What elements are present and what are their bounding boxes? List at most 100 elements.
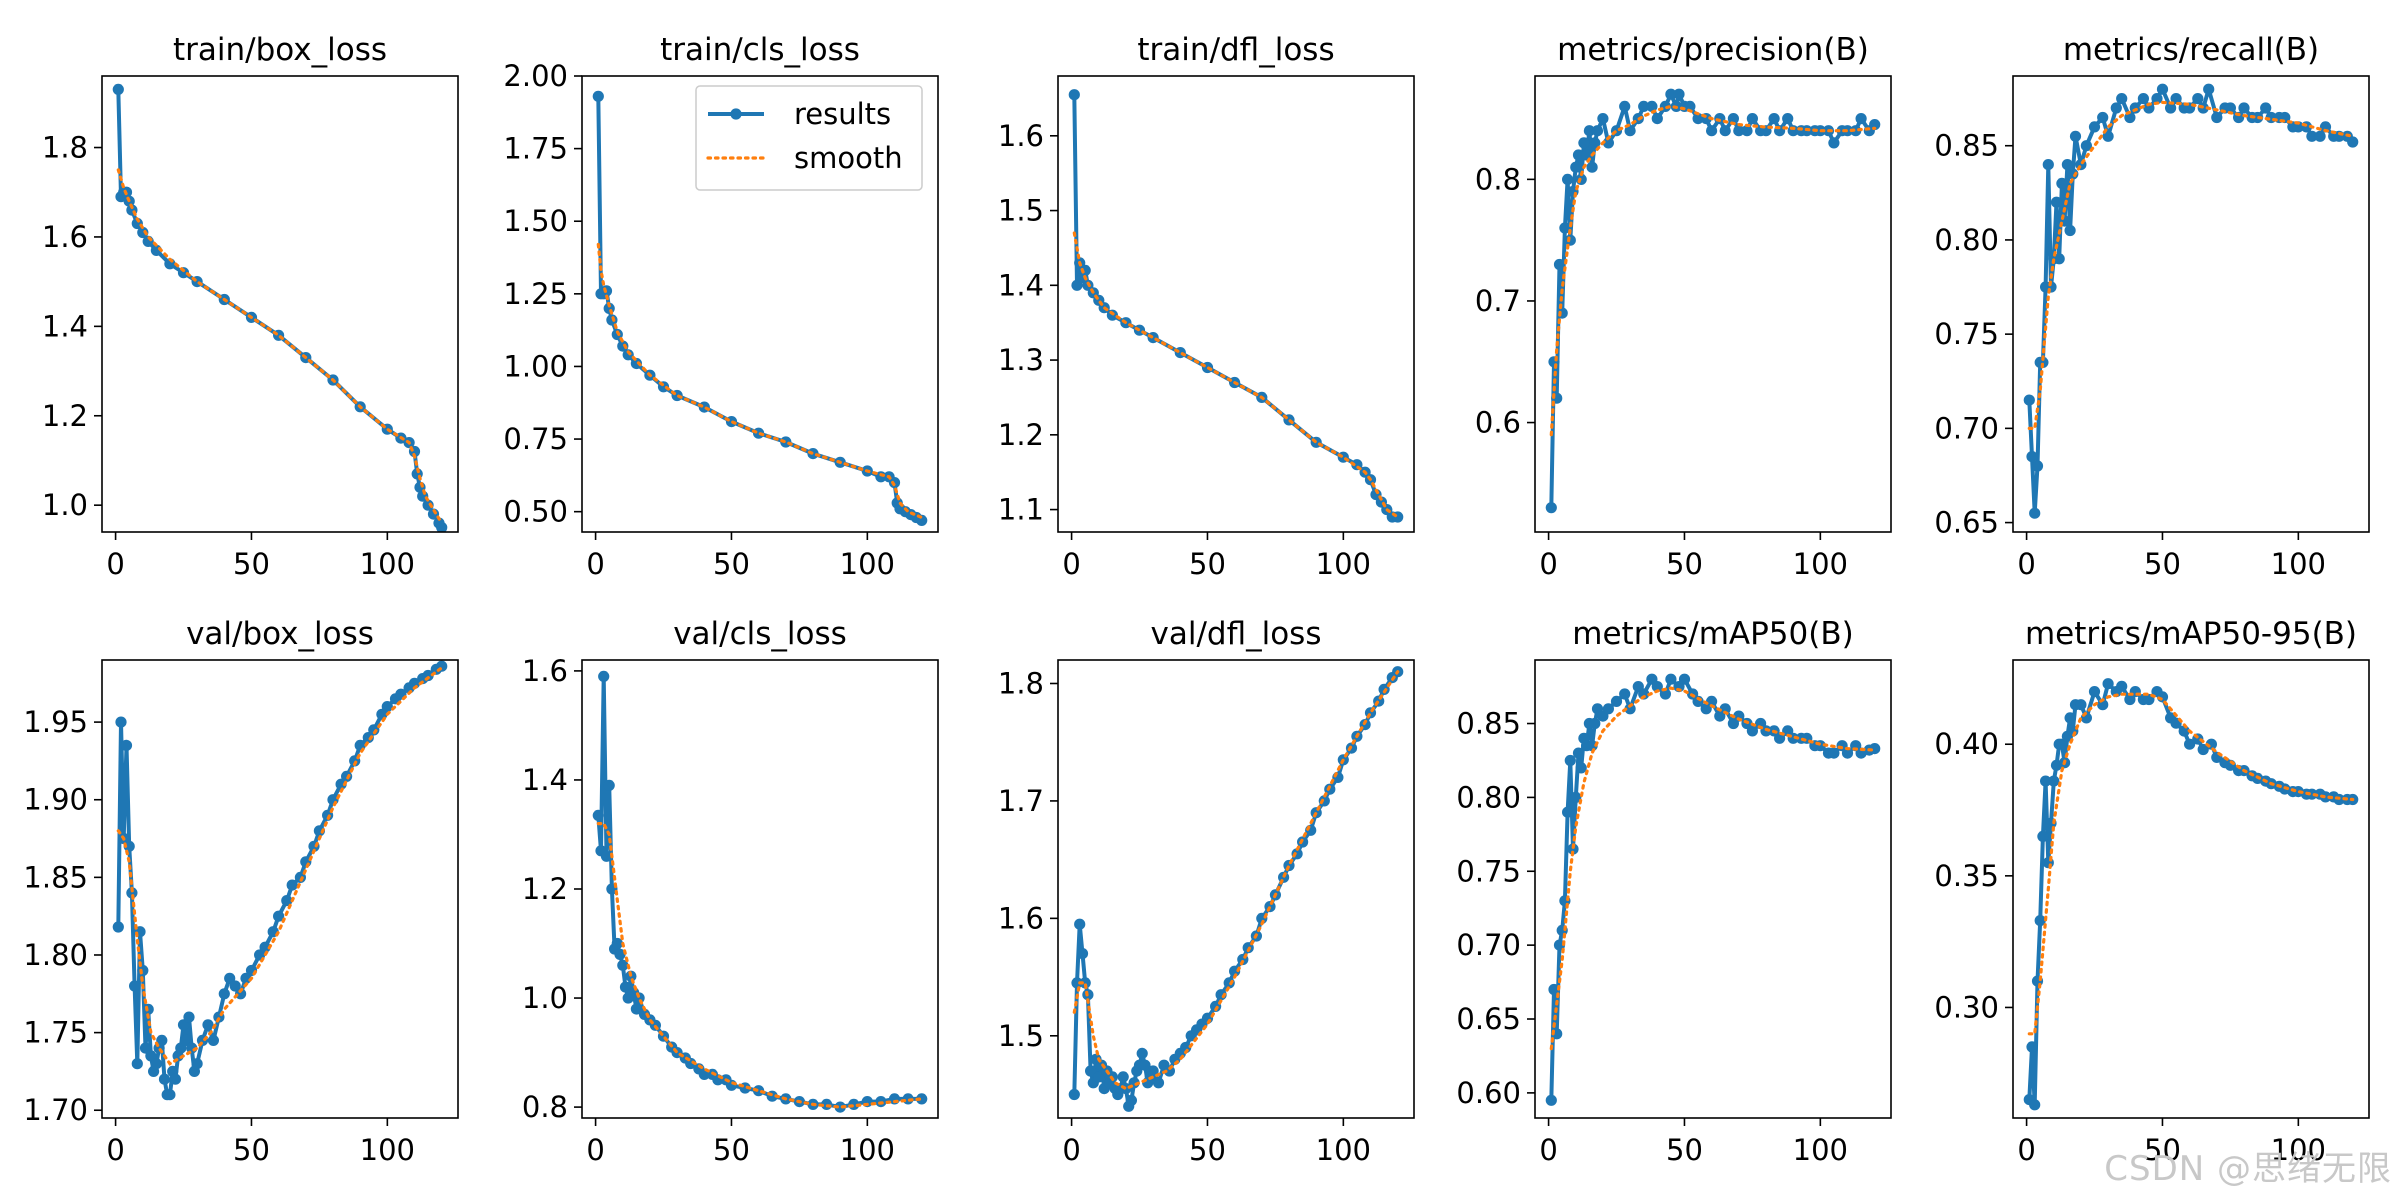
- results-data-point: [1610, 695, 1623, 708]
- results-data-point: [1147, 1065, 1159, 1077]
- results-series-line: [1072, 94, 1398, 519]
- results-data-point: [1572, 149, 1585, 161]
- panel-title: train/box_loss: [173, 32, 387, 68]
- x-tick-label: 100: [360, 1133, 415, 1167]
- results-data-point: [2314, 130, 2326, 142]
- panel-metrics-precision-b: metrics/precision(B) 0 50 100 0.6 0.7 0.8: [1475, 32, 1892, 581]
- results-data-point: [2184, 738, 2196, 750]
- y-tick-label: 1.1: [998, 493, 1044, 527]
- results-data-point: [1619, 688, 1631, 700]
- results-data-point: [1841, 747, 1854, 759]
- results-data-point: [2061, 159, 2073, 171]
- results-data-point: [207, 1034, 219, 1046]
- y-tick-label: 0.80: [1456, 780, 1521, 814]
- results-data-point: [2124, 693, 2136, 706]
- results-data-point: [294, 871, 306, 884]
- results-data-point: [368, 724, 380, 736]
- results-data-point: [1602, 137, 1614, 149]
- results-data-point: [2211, 111, 2223, 124]
- results-data-point: [1638, 100, 1650, 112]
- results-data-point: [137, 226, 149, 239]
- results-data-point: [1850, 125, 1862, 137]
- y-tick-label: 1.0: [522, 981, 568, 1015]
- results-data-point: [2042, 159, 2054, 171]
- results-data-point: [1741, 125, 1753, 137]
- x-tick-label: 50: [2144, 1133, 2181, 1167]
- plot-area: [112, 660, 448, 1101]
- results-data-point: [381, 701, 393, 713]
- results-data-point: [1733, 125, 1745, 137]
- results-data-point: [606, 314, 618, 326]
- results-data-point: [1706, 125, 1718, 137]
- x-tick-label: 0: [586, 547, 604, 581]
- results-data-point: [281, 895, 293, 907]
- panel-title: metrics/mAP50(B): [1572, 616, 1853, 652]
- results-data-point: [115, 716, 127, 728]
- results-data-point: [1855, 113, 1867, 125]
- x-tick-label: 100: [840, 547, 895, 581]
- axes-frame: [581, 659, 939, 1119]
- plot-area: [592, 670, 928, 1113]
- results-data-point: [2064, 224, 2076, 237]
- results-data-point: [1125, 1094, 1137, 1106]
- results-data-point: [1746, 725, 1758, 737]
- axes-frame: [2012, 75, 2370, 533]
- y-tick-label: 1.90: [23, 783, 88, 817]
- results-data-point: [1828, 747, 1840, 759]
- results-data-point: [164, 1089, 176, 1101]
- results-series-line: [1072, 670, 1400, 1109]
- results-data-point: [183, 1011, 195, 1023]
- results-data-point: [2031, 460, 2044, 472]
- results-data-point: [112, 83, 124, 95]
- results-data-point: [1619, 100, 1631, 112]
- x-tick-label: 0: [1539, 547, 1557, 581]
- x-tick-label: 0: [586, 1133, 604, 1167]
- results-data-point: [2064, 712, 2076, 724]
- results-data-point: [1575, 762, 1587, 774]
- legend: results smooth: [695, 85, 923, 191]
- y-tick-label: 1.25: [503, 277, 568, 311]
- results-data-point: [1562, 173, 1574, 185]
- y-tick-label: 1.80: [23, 938, 88, 972]
- results-data-point: [1283, 859, 1295, 872]
- results-data-point: [2037, 830, 2049, 843]
- results-data-point: [1706, 695, 1718, 708]
- x-tick-label: 0: [106, 1133, 124, 1167]
- legend-smooth-label: smooth: [794, 141, 903, 175]
- results-data-point: [753, 1085, 765, 1097]
- plot-area: [2023, 678, 2359, 1111]
- results-data-point: [1136, 1047, 1148, 1059]
- plot-area: [1068, 89, 1404, 523]
- x-tick-label: 100: [1793, 1133, 1848, 1167]
- results-data-point: [1567, 843, 1579, 855]
- y-tick-label: 0.8: [522, 1090, 568, 1124]
- results-data-point: [2034, 915, 2046, 927]
- results-data-point: [112, 921, 124, 933]
- results-series-line: [116, 664, 443, 1097]
- x-tick-label: 100: [1316, 547, 1371, 581]
- results-data-point: [156, 1034, 168, 1046]
- results-data-point: [1624, 125, 1636, 137]
- results-data-point: [341, 770, 353, 783]
- results-data-point: [2048, 775, 2060, 787]
- y-tick-label: 1.95: [23, 705, 88, 739]
- results-data-point: [2116, 93, 2128, 105]
- results-data-point: [1665, 88, 1677, 100]
- x-tick-label: 0: [1062, 547, 1080, 581]
- x-tick-label: 0: [1062, 1133, 1080, 1167]
- results-data-point: [2102, 678, 2114, 690]
- results-data-point: [834, 1101, 846, 1113]
- x-tick-label: 50: [713, 547, 750, 581]
- results-data-point: [229, 980, 241, 992]
- results-data-point: [1068, 89, 1080, 101]
- axes-frame: [101, 75, 459, 533]
- results-data-point: [335, 778, 347, 790]
- y-tick-label: 0.85: [1934, 129, 1999, 163]
- results-data-point: [617, 959, 629, 971]
- results-data-point: [1602, 703, 1614, 715]
- axes-frame: [1534, 75, 1892, 533]
- panel-title: train/cls_loss: [660, 32, 860, 68]
- results-data-point: [2029, 1099, 2041, 1111]
- results-data-point: [1578, 137, 1590, 149]
- legend-results-marker: [730, 108, 742, 120]
